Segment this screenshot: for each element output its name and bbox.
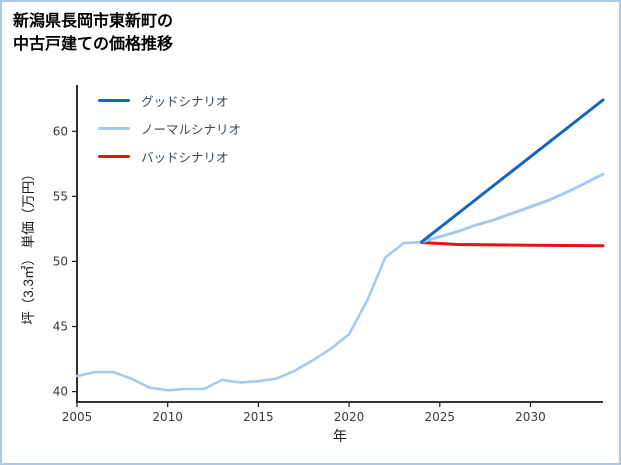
chart-title-line1: 新潟県長岡市東新町の bbox=[13, 13, 174, 30]
x-tick-label: 2015 bbox=[243, 410, 274, 424]
legend-item-good-scenario: グッドシナリオ bbox=[98, 92, 241, 109]
legend-label-normal-scenario: ノーマルシナリオ bbox=[141, 123, 242, 137]
bad-scenario-line-swatch bbox=[98, 155, 130, 158]
normal-scenario-line-swatch bbox=[98, 127, 130, 130]
legend-label-bad-scenario: バッドシナリオ bbox=[141, 151, 229, 165]
chart-title: 新潟県長岡市東新町の 中古戸建ての価格推移 bbox=[13, 10, 173, 56]
legend: グッドシナリオ ノーマルシナリオ バッドシナリオ bbox=[96, 90, 248, 167]
y-tick-label: 45 bbox=[53, 320, 68, 334]
legend-item-normal-scenario: ノーマルシナリオ bbox=[98, 120, 241, 137]
x-tick-label: 2025 bbox=[424, 410, 455, 424]
series-line-グッドシナリオ bbox=[420, 98, 605, 244]
series-line-historical bbox=[75, 240, 423, 392]
y-axis-label: 坪（3.3㎡） 単価（万円） bbox=[21, 167, 36, 325]
y-tick-label: 55 bbox=[53, 189, 68, 203]
y-tick-label: 50 bbox=[53, 254, 68, 268]
x-tick-label: 2005 bbox=[62, 410, 93, 424]
y-tick-label: 60 bbox=[53, 124, 68, 138]
x-tick-label: 2030 bbox=[515, 410, 546, 424]
y-tick-label: 40 bbox=[53, 385, 68, 399]
x-axis-label: 年 bbox=[333, 428, 347, 444]
chart-title-line2: 中古戸建ての価格推移 bbox=[13, 36, 174, 54]
series-line-バッドシナリオ bbox=[420, 241, 605, 248]
good-scenario-line-swatch bbox=[98, 99, 130, 102]
legend-label-good-scenario: グッドシナリオ bbox=[141, 95, 229, 109]
x-tick-label: 2010 bbox=[152, 410, 183, 424]
series-line-ノーマルシナリオ bbox=[420, 172, 605, 244]
x-tick-label: 2020 bbox=[334, 410, 365, 424]
legend-item-bad-scenario: バッドシナリオ bbox=[98, 148, 241, 165]
